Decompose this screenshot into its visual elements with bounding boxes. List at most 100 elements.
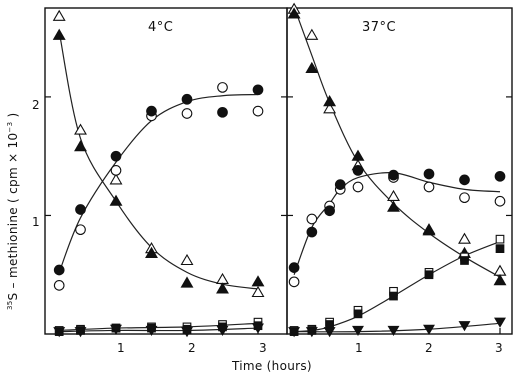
x-tick-label-p1-3: 3 xyxy=(259,341,267,355)
point-p1-triangle-filled-4 xyxy=(145,246,158,258)
point-p1-triangle-open-2 xyxy=(74,123,87,135)
x-tick-label-p2-3: 3 xyxy=(495,341,503,355)
fitted-curve-p2-4 xyxy=(294,322,501,333)
point-p2-triangle-down-filled-8 xyxy=(494,317,506,328)
point-p2-triangle-open-7 xyxy=(458,232,471,244)
point-p1-triangle-down-filled-3 xyxy=(110,324,122,335)
point-p2-triangle-open-5 xyxy=(387,189,400,202)
point-p2-circle-filled-4 xyxy=(334,179,346,190)
point-p2-triangle-open-8 xyxy=(493,264,507,276)
point-p1-circle-open-2 xyxy=(75,224,86,236)
point-p2-circle-open-8 xyxy=(459,192,470,204)
point-p1-triangle-down-filled-2 xyxy=(74,327,87,338)
point-p1-triangle-down-filled-7 xyxy=(252,323,264,334)
point-p1-triangle-down-filled-1 xyxy=(53,327,66,338)
point-p1-triangle-filled-2 xyxy=(74,140,87,152)
panel-1-frame xyxy=(44,7,288,335)
panel-2-title: 37°C xyxy=(362,20,396,35)
point-p1-circle-filled-1 xyxy=(53,264,65,276)
point-p2-square-filled-8 xyxy=(495,244,505,253)
point-p2-square-filled-4 xyxy=(353,309,363,319)
point-p1-circle-open-3 xyxy=(110,165,122,176)
point-p1-circle-open-7 xyxy=(252,105,264,117)
point-p2-circle-filled-1 xyxy=(288,262,300,273)
point-p1-circle-filled-5 xyxy=(181,93,193,105)
fitted-curve-p1-1 xyxy=(58,31,259,290)
point-p2-circle-open-9 xyxy=(494,195,506,207)
point-p2-circle-open-7 xyxy=(423,181,435,193)
fitted-curve-p2-1 xyxy=(293,6,501,278)
point-p1-triangle-open-5 xyxy=(180,253,194,266)
point-p2-triangle-filled-4 xyxy=(351,149,365,161)
y-axis-label-prefix: 35 xyxy=(6,300,14,310)
point-p2-square-filled-5 xyxy=(389,291,398,301)
point-p1-circle-open-5 xyxy=(181,108,193,119)
data-markers xyxy=(52,2,507,338)
point-p1-circle-open-6 xyxy=(217,82,228,93)
point-p1-circle-filled-7 xyxy=(252,84,264,96)
x-tick-label-p1-1: 1 xyxy=(117,341,125,355)
point-p1-triangle-filled-3 xyxy=(109,194,123,206)
point-p1-triangle-filled-5 xyxy=(180,276,194,288)
point-p2-circle-open-1 xyxy=(288,276,300,288)
x-tick-label-p1-2: 2 xyxy=(188,341,196,355)
y-tick-label-2: 2 xyxy=(32,98,40,112)
point-p2-triangle-down-filled-4 xyxy=(352,325,364,337)
point-p2-square-open-8 xyxy=(495,234,505,244)
point-p2-circle-open-2 xyxy=(306,213,318,225)
point-p2-triangle-down-filled-3 xyxy=(323,327,336,338)
y-tick-label-1: 1 xyxy=(32,215,40,229)
fitted-curve-p1-2 xyxy=(58,93,259,273)
point-p1-triangle-open-7 xyxy=(251,285,265,298)
axis-ticks xyxy=(45,96,512,334)
point-p1-triangle-open-6 xyxy=(216,272,229,285)
point-p1-circle-filled-4 xyxy=(146,105,157,117)
point-p1-triangle-open-3 xyxy=(109,173,123,185)
point-p2-circle-filled-6 xyxy=(388,169,399,181)
point-p2-triangle-filled-6 xyxy=(422,224,436,236)
panel-2-frame xyxy=(286,7,513,335)
point-p1-triangle-filled-6 xyxy=(216,282,229,294)
point-p1-triangle-down-filled-6 xyxy=(216,325,229,337)
point-p2-triangle-down-filled-5 xyxy=(387,325,400,337)
point-p2-triangle-down-filled-7 xyxy=(458,321,471,332)
point-p2-square-filled-6 xyxy=(424,270,434,280)
point-p1-triangle-filled-1 xyxy=(52,28,66,40)
point-p1-circle-open-1 xyxy=(53,280,65,291)
point-p2-triangle-open-2 xyxy=(305,28,319,40)
fitted-curve-p2-2 xyxy=(293,172,501,275)
point-p2-triangle-filled-5 xyxy=(387,200,400,212)
y-axis-label-suffix: ) xyxy=(6,113,20,122)
point-p2-triangle-filled-8 xyxy=(493,274,507,286)
point-p2-circle-filled-5 xyxy=(352,165,364,176)
point-p2-circle-filled-3 xyxy=(324,205,335,217)
point-p2-square-filled-7 xyxy=(460,256,469,265)
point-p1-circle-filled-6 xyxy=(217,106,228,118)
point-p2-circle-filled-7 xyxy=(423,168,435,180)
point-p2-circle-open-5 xyxy=(352,181,364,193)
point-p1-circle-filled-3 xyxy=(110,150,122,162)
y-axis-label-exp: −3 xyxy=(6,122,14,133)
point-p1-circle-filled-2 xyxy=(75,204,86,215)
point-p1-triangle-open-1 xyxy=(52,9,66,21)
point-p2-triangle-filled-2 xyxy=(305,61,319,74)
panel-1-title: 4°C xyxy=(148,20,173,35)
point-p2-triangle-down-filled-2 xyxy=(305,327,318,338)
x-tick-label-p2-2: 2 xyxy=(425,341,433,355)
point-p2-triangle-open-3 xyxy=(323,102,337,114)
point-p2-circle-filled-2 xyxy=(306,226,318,238)
y-axis-label: 35S – methionine ( cpm × 10−3 ) xyxy=(6,113,20,310)
x-axis-label: Time (hours) xyxy=(231,359,312,373)
fitted-curves xyxy=(58,6,501,333)
point-p1-triangle-down-filled-5 xyxy=(181,327,193,338)
point-p2-triangle-down-filled-6 xyxy=(423,324,435,335)
point-p2-triangle-down-filled-1 xyxy=(288,327,301,338)
point-p1-triangle-down-filled-4 xyxy=(145,325,158,337)
point-p2-triangle-filled-3 xyxy=(323,95,337,107)
point-p1-triangle-filled-7 xyxy=(251,275,265,287)
point-p2-circle-filled-9 xyxy=(494,170,506,182)
point-p2-circle-filled-8 xyxy=(459,174,470,186)
point-p2-triangle-filled-1 xyxy=(287,7,301,19)
y-axis-label-main: S – methionine ( cpm × 10 xyxy=(6,133,20,301)
